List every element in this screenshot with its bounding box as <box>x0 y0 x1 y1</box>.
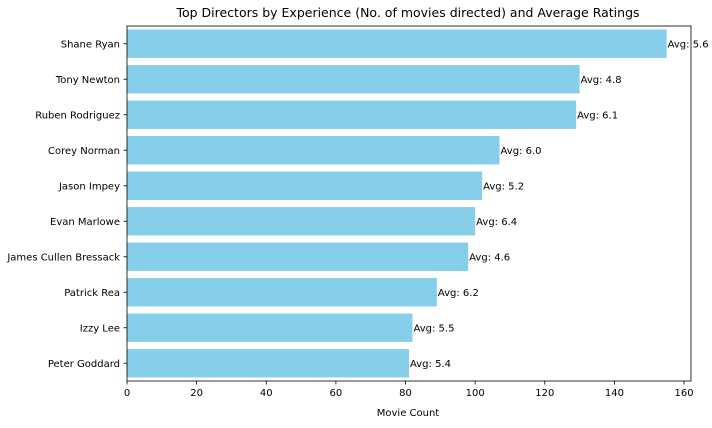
bar <box>127 278 437 307</box>
x-tick-label: 120 <box>535 388 554 399</box>
y-tick-label: Corey Norman <box>48 146 120 157</box>
data-label: Avg: 5.5 <box>413 323 454 334</box>
x-axis-label: Movie Count <box>377 408 440 419</box>
bar <box>127 349 409 378</box>
y-tick-label: Tony Newton <box>55 75 120 86</box>
bar <box>127 29 667 58</box>
y-tick-label: Ruben Rodriguez <box>35 110 120 121</box>
x-tick-label: 80 <box>399 388 412 399</box>
data-label: Avg: 5.2 <box>483 181 524 192</box>
plot-frame <box>126 25 692 382</box>
y-tick-label: Jason Impey <box>58 181 120 192</box>
y-tick-label: James Cullen Bressack <box>6 252 120 263</box>
y-tick-label: Evan Marlowe <box>50 217 120 228</box>
data-label: Avg: 6.2 <box>438 288 479 299</box>
data-label: Avg: 5.6 <box>668 39 709 50</box>
x-tick-label: 100 <box>466 388 485 399</box>
x-tick-label: 0 <box>124 388 130 399</box>
bar <box>127 171 483 200</box>
x-tick-label: 140 <box>605 388 624 399</box>
bar <box>127 207 476 236</box>
y-tick-label: Shane Ryan <box>61 39 120 50</box>
bars-group <box>127 29 667 378</box>
data-label: Avg: 6.1 <box>577 110 618 121</box>
x-tick-label: 160 <box>674 388 693 399</box>
plot-frame-border <box>126 25 692 382</box>
x-tick-label: 40 <box>260 388 273 399</box>
x-axis-ticks: 0 20 40 60 80 100 120 140 160 <box>124 381 694 399</box>
y-tick-labels: Shane Ryan Tony Newton Ruben Rodriguez Core… <box>6 39 127 370</box>
bar <box>127 242 469 271</box>
data-label: Avg: 4.8 <box>581 75 622 86</box>
chart-title: Top Directors by Experience (No. of movi… <box>175 5 639 20</box>
y-tick-label: Patrick Rea <box>64 288 120 299</box>
bar <box>127 136 500 165</box>
data-label: Avg: 5.4 <box>410 359 451 370</box>
y-tick-label: Izzy Lee <box>80 323 120 334</box>
bar <box>127 65 580 94</box>
x-tick-label: 60 <box>330 388 343 399</box>
data-label: Avg: 4.6 <box>469 252 510 263</box>
data-label: Avg: 6.4 <box>476 217 517 228</box>
data-labels: Avg: 5.6 Avg: 4.8 Avg: 6.1 Avg: 6.0 Avg: 5.2… <box>410 39 709 370</box>
bar <box>127 313 413 342</box>
x-tick-label: 20 <box>190 388 203 399</box>
data-label: Avg: 6.0 <box>501 146 542 157</box>
y-tick-label: Peter Goddard <box>48 359 120 370</box>
bar <box>127 100 577 129</box>
